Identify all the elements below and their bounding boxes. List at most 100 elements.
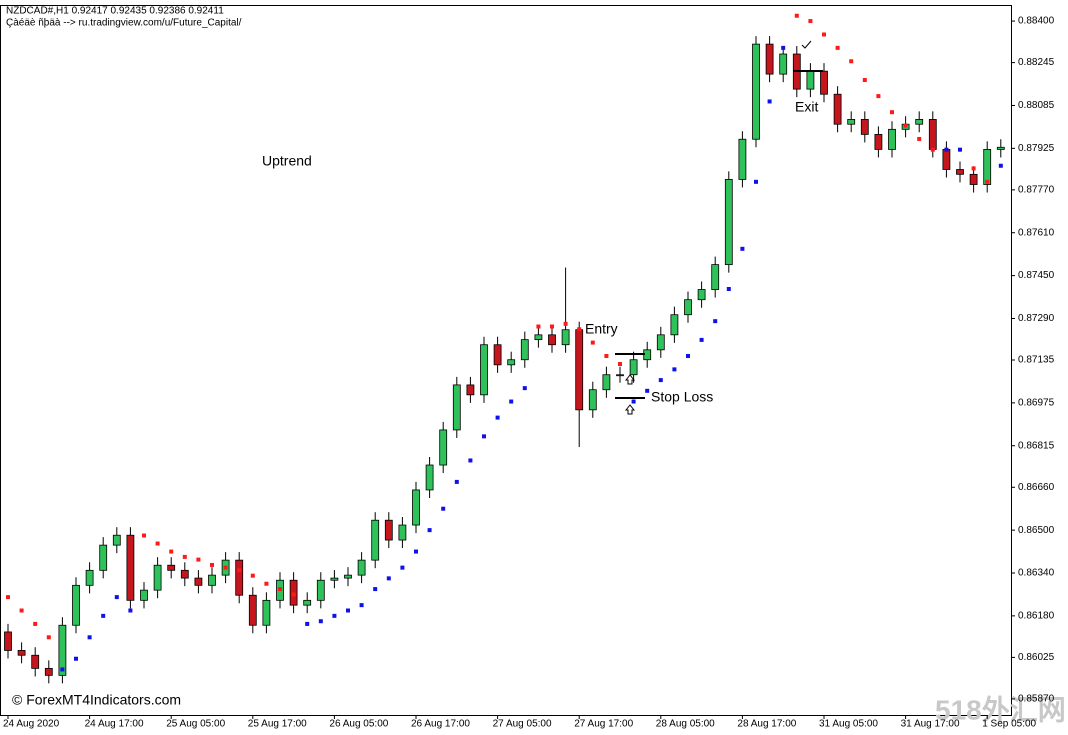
y-tick-label: 0.86975 — [1018, 398, 1055, 409]
candle-body — [588, 389, 597, 411]
x-tick-label: 28 Aug 17:00 — [737, 719, 796, 730]
x-tick-label: 31 Aug 17:00 — [901, 719, 960, 730]
y-tick-label: 0.87770 — [1018, 185, 1055, 196]
candle-body — [316, 579, 325, 601]
indicator-dot — [114, 595, 119, 600]
indicator-dot — [903, 123, 908, 128]
candle-body — [752, 43, 760, 140]
indicator-dot — [454, 479, 459, 484]
indicator-dot — [33, 621, 38, 626]
indicator-dot — [278, 587, 282, 592]
candle-body — [412, 489, 420, 526]
y-tick-label: 0.86500 — [1018, 525, 1055, 536]
candle-body — [167, 564, 176, 571]
indicator-dot — [46, 635, 51, 640]
candle-body — [31, 654, 40, 669]
indicator-dot — [414, 549, 418, 554]
candle-body — [344, 574, 352, 579]
indicator-dot — [210, 562, 214, 567]
y-tick-label: 0.88085 — [1018, 100, 1055, 111]
indicator-dot — [155, 541, 160, 546]
candle-body — [520, 339, 529, 361]
candle-body — [561, 329, 570, 346]
candle-body — [126, 534, 135, 601]
indicator-dot — [985, 179, 990, 184]
indicator-dot — [19, 608, 24, 613]
candle-body — [684, 299, 692, 316]
candle-body — [548, 334, 556, 346]
indicator-dot — [522, 386, 527, 391]
indicator-dot — [604, 353, 609, 358]
x-tick-label: 28 Aug 05:00 — [656, 719, 715, 730]
candle-body — [874, 134, 883, 150]
link-line: Çàéäè ñþäà --> ru.tradingview.com/u/Futu… — [6, 18, 242, 29]
indicator-dot — [318, 619, 323, 624]
indicator-dot — [400, 565, 405, 570]
candle-body — [765, 43, 774, 75]
candle-body — [602, 374, 611, 391]
candle-body — [575, 329, 584, 411]
candle-body — [915, 119, 924, 125]
indicator-dot — [359, 603, 364, 608]
y-tick-label: 0.86815 — [1018, 440, 1055, 451]
candle-body — [384, 519, 393, 541]
indicator-dot — [250, 573, 255, 578]
candle-body — [956, 169, 964, 175]
candle-body — [99, 544, 108, 571]
indicator-dot — [808, 19, 813, 24]
arrow — [624, 404, 636, 415]
indicator-dot — [944, 147, 949, 152]
indicator-dot — [101, 613, 106, 618]
annotation: Uptrend — [262, 153, 312, 169]
indicator-dot — [930, 147, 935, 152]
candle-body — [398, 524, 407, 541]
indicator-dot — [87, 635, 92, 640]
y-tick-label: 0.85870 — [1018, 694, 1055, 705]
indicator-dot — [386, 576, 391, 581]
indicator-dot — [658, 378, 663, 383]
indicator-dot — [196, 557, 201, 562]
indicator-dot — [509, 399, 514, 404]
candle-body — [738, 138, 747, 180]
indicator-dot — [794, 13, 799, 18]
indicator-dot — [590, 340, 595, 345]
indicator-dot — [726, 287, 731, 291]
indicator-dot — [373, 587, 378, 592]
y-tick-label: 0.87610 — [1018, 227, 1055, 238]
candle-body — [629, 359, 638, 376]
indicator-dot — [60, 667, 65, 672]
y-tick-label: 0.88400 — [1018, 16, 1055, 27]
indicator-dot — [427, 528, 432, 533]
x-tick-label: 1 Sep 05:00 — [982, 719, 1036, 730]
candle-body — [724, 179, 733, 266]
indicator-dot — [917, 136, 922, 141]
y-tick-label: 0.87450 — [1018, 270, 1055, 281]
x-tick-label: 24 Aug 17:00 — [85, 719, 144, 730]
indicator-dot — [495, 415, 500, 420]
credit: © ForexMT4Indicators.com — [12, 692, 181, 708]
indicator-dot — [577, 327, 582, 332]
x-tick-label: 25 Aug 05:00 — [166, 719, 225, 730]
candle-body — [357, 559, 366, 576]
indicator-dot — [686, 353, 690, 358]
candle-body — [248, 594, 257, 626]
indicator-dot — [482, 434, 486, 439]
candle-body — [928, 119, 937, 150]
candle-body — [860, 119, 869, 135]
indicator-dot — [441, 506, 446, 511]
indicator-dot — [740, 246, 745, 251]
arrow — [624, 374, 636, 385]
candle-body — [833, 93, 842, 125]
candle-body — [58, 624, 67, 676]
check-mark — [801, 40, 812, 49]
y-tick-label: 0.87925 — [1018, 143, 1055, 154]
y-tick-label: 0.88245 — [1018, 57, 1055, 68]
candle-body — [466, 384, 475, 396]
indicator-dot — [128, 608, 133, 613]
candle-body — [806, 70, 815, 90]
candle-body — [534, 334, 543, 341]
candle-body — [262, 599, 271, 626]
y-tick-label: 0.86340 — [1018, 568, 1055, 579]
